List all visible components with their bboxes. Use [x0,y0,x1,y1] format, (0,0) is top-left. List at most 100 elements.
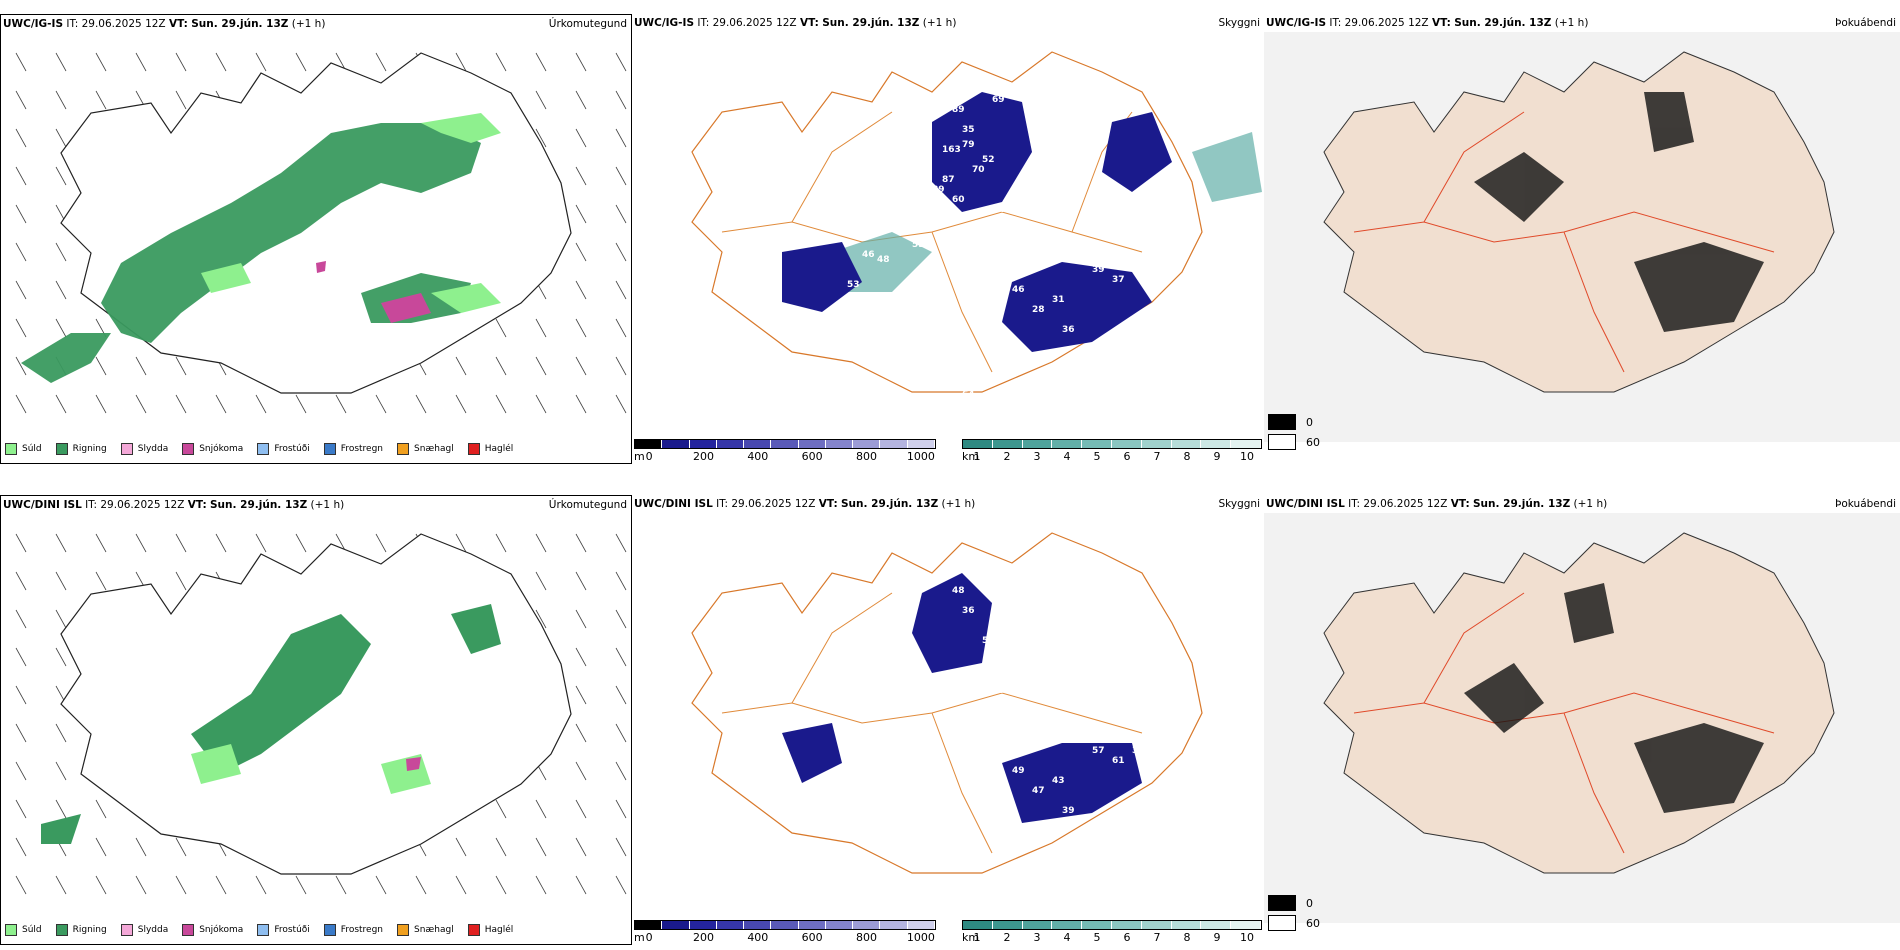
legend-swatch [182,924,195,936]
scale-swatch-3 [1052,921,1083,929]
wind-barb [215,533,227,553]
wind-barb [455,533,467,553]
scale-swatch-7 [825,440,854,448]
wind-barb [615,685,627,705]
wind-barb [55,394,67,414]
fog-legend-label: 0 [1306,896,1313,910]
legend-item-5: Frostregn [323,924,383,936]
wind-barb [255,52,267,72]
scale-tick: 7 [1153,931,1161,944]
wind-barb [295,533,307,553]
cloud-base-scale: m 0 200 400 600 800 1000 [634,439,936,464]
scale-swatch-10 [907,440,935,448]
wind-barb [15,685,27,705]
fog-legend: 0 60 [1268,895,1320,935]
wind-barb [575,685,587,705]
scale-swatch-6 [798,921,826,929]
panel-title: UWC/IG-IS IT: 29.06.2025 12Z VT: Sun. 29… [1266,17,1589,29]
iceland-outline [60,52,572,394]
cloud-base-label: 69 [992,95,1005,105]
wind-barb [55,242,67,262]
wind-barb [535,609,547,629]
scale-swatch-0 [635,440,663,448]
cloud-base-label: 57 [1092,746,1105,756]
cloud-base-label: 103 [862,731,881,741]
wind-barb [55,166,67,186]
scale-tick: 0 [645,450,653,463]
wind-barb [135,356,147,376]
wind-barb [175,356,187,376]
scale-unit: km [962,931,980,944]
wind-barb [175,90,187,110]
cloud-base-label: 47 [1132,265,1145,275]
cloud-base-label: 59 [802,335,815,345]
wind-barb [95,799,107,819]
scale-swatch-8 [853,921,881,929]
wind-barb [15,761,27,781]
scale-tick: 6 [1123,931,1131,944]
cloud-base-label: 48 [952,586,965,596]
wind-barb [615,533,627,553]
legend-item-2: Slydda [120,924,168,936]
legend-swatch [120,924,133,936]
wind-barb [495,394,507,414]
wind-barb [535,837,547,857]
wind-barb [615,571,627,591]
fog-legend-label: 0 [1306,415,1313,429]
wind-barb [175,875,187,895]
wind-barb [455,394,467,414]
wind-barb [55,318,67,338]
fog-legend-swatch [1268,915,1296,931]
wind-barb [55,533,67,553]
cloud-panel-top: UWC/IG-IS IT: 29.06.2025 12Z VT: Sun. 29… [632,14,1264,464]
fog-legend-label: 60 [1306,916,1320,930]
scale-tick: 4 [1063,931,1071,944]
wind-barb [55,723,67,743]
scale-swatch-6 [1141,921,1172,929]
wind-barb [615,394,627,414]
scale-tick: 9 [1213,931,1221,944]
legend-swatch [467,443,480,455]
cloud-base-label: 54 [992,205,1005,215]
scale-swatch-0 [963,440,993,448]
cloud-base-label: 43 [1052,776,1065,786]
scale-tick: 5 [1093,931,1101,944]
cloud-base-scale: m 0 200 400 600 800 1000 [634,920,936,945]
wind-barb [575,128,587,148]
wind-barb [535,799,547,819]
scale-swatch-8 [853,440,881,448]
scale-unit: km [962,450,980,463]
cloud-base-label: 65 [1002,335,1015,345]
cloud-base-label: 64 [962,390,975,400]
scale-unit: m [634,931,645,944]
scale-swatch-3 [716,921,745,929]
fog-legend-swatch [1268,414,1296,430]
fog-legend: 0 60 [1268,414,1320,454]
cloud-base-label: 163 [942,145,961,155]
wind-barb [535,318,547,338]
scale-swatch-5 [1111,921,1142,929]
wind-barb [215,394,227,414]
wind-barb [615,609,627,629]
scale-tick: 1000 [906,450,935,463]
wind-barb [535,394,547,414]
cloud-base-label: 67 [802,175,815,185]
legend-item-1: Rigning [55,443,107,455]
scale-swatch-8 [1201,921,1232,929]
wind-barb [175,571,187,591]
cloud-base-label: 39 [1062,806,1075,816]
wind-barb [575,799,587,819]
wind-barb [55,52,67,72]
precip-map [15,533,627,895]
wind-barb [215,875,227,895]
cloud-base-label: 39 [1092,265,1105,275]
wind-barb [615,875,627,895]
wind-barb [15,90,27,110]
wind-barb [15,242,27,262]
wind-barb [55,571,67,591]
wind-barb [335,394,347,414]
precip-snow [316,261,431,323]
fog-shading [1474,92,1764,332]
